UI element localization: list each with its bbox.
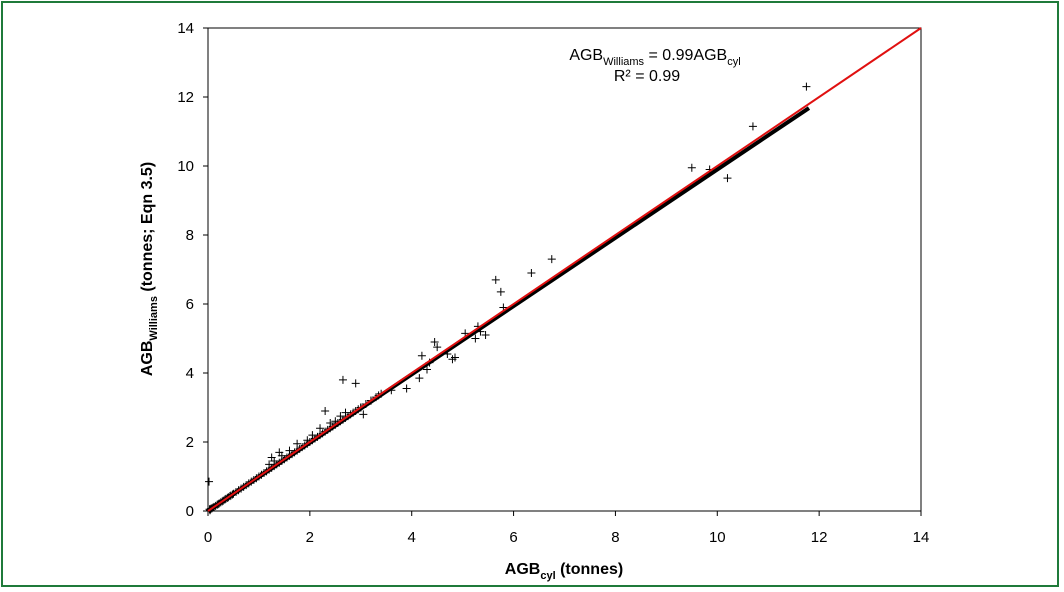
data-point bbox=[723, 174, 732, 183]
data-point bbox=[451, 353, 460, 362]
x-tick-label: 6 bbox=[509, 529, 517, 546]
regression-equation: AGBWilliams = 0.99AGBcyl bbox=[569, 47, 740, 68]
data-point bbox=[415, 374, 424, 383]
x-axis-title: AGBcyl (tonnes) bbox=[505, 561, 623, 582]
data-point bbox=[430, 337, 439, 346]
data-point bbox=[275, 448, 284, 457]
data-point bbox=[285, 446, 294, 455]
data-point bbox=[293, 439, 302, 448]
data-point bbox=[417, 351, 426, 360]
data-point bbox=[748, 122, 757, 131]
x-tick-label: 8 bbox=[611, 529, 619, 546]
data-point bbox=[481, 331, 490, 340]
x-tick-label: 12 bbox=[811, 529, 828, 546]
y-axis: 0 2 4 6 8 10 12 14 bbox=[177, 20, 208, 520]
x-axis: 0 2 4 6 8 10 12 14 bbox=[204, 511, 930, 546]
data-point bbox=[496, 287, 505, 296]
data-point bbox=[326, 419, 335, 428]
x-tick-label: 10 bbox=[709, 529, 726, 546]
y-tick-label: 14 bbox=[177, 20, 194, 37]
data-point bbox=[316, 424, 325, 433]
y-axis-title: AGBWilliams (tonnes; Eqn 3.5) bbox=[139, 162, 160, 376]
y-tick-label: 12 bbox=[177, 89, 194, 106]
data-point bbox=[341, 408, 350, 417]
x-tick-label: 0 bbox=[204, 529, 212, 546]
y-tick-label: 2 bbox=[186, 434, 194, 451]
one-to-one-line bbox=[207, 27, 922, 512]
x-tick-label: 4 bbox=[408, 529, 416, 546]
data-point bbox=[338, 375, 347, 384]
y-tick-label: 0 bbox=[186, 503, 194, 520]
y-tick-label: 8 bbox=[186, 227, 194, 244]
y-tick-label: 10 bbox=[177, 158, 194, 175]
data-point bbox=[351, 379, 360, 388]
x-tick-label: 2 bbox=[306, 529, 314, 546]
data-point bbox=[308, 431, 317, 440]
data-point bbox=[491, 275, 500, 284]
data-point bbox=[433, 343, 442, 352]
data-point bbox=[527, 268, 536, 277]
data-point bbox=[402, 384, 411, 393]
y-tick-label: 4 bbox=[186, 365, 194, 382]
y-tick-label: 6 bbox=[186, 296, 194, 313]
data-point bbox=[359, 410, 368, 419]
data-point bbox=[687, 163, 696, 172]
data-point bbox=[265, 460, 274, 469]
trend-lines bbox=[206, 27, 922, 513]
data-point bbox=[267, 453, 276, 462]
data-point bbox=[205, 477, 214, 486]
data-point bbox=[547, 255, 556, 264]
data-point bbox=[802, 82, 811, 91]
r-squared-label: R² = 0.99 bbox=[614, 68, 680, 85]
data-point bbox=[471, 334, 480, 343]
data-point bbox=[422, 365, 431, 374]
x-tick-label: 14 bbox=[913, 529, 930, 546]
data-point bbox=[321, 406, 330, 415]
data-point bbox=[336, 412, 345, 421]
